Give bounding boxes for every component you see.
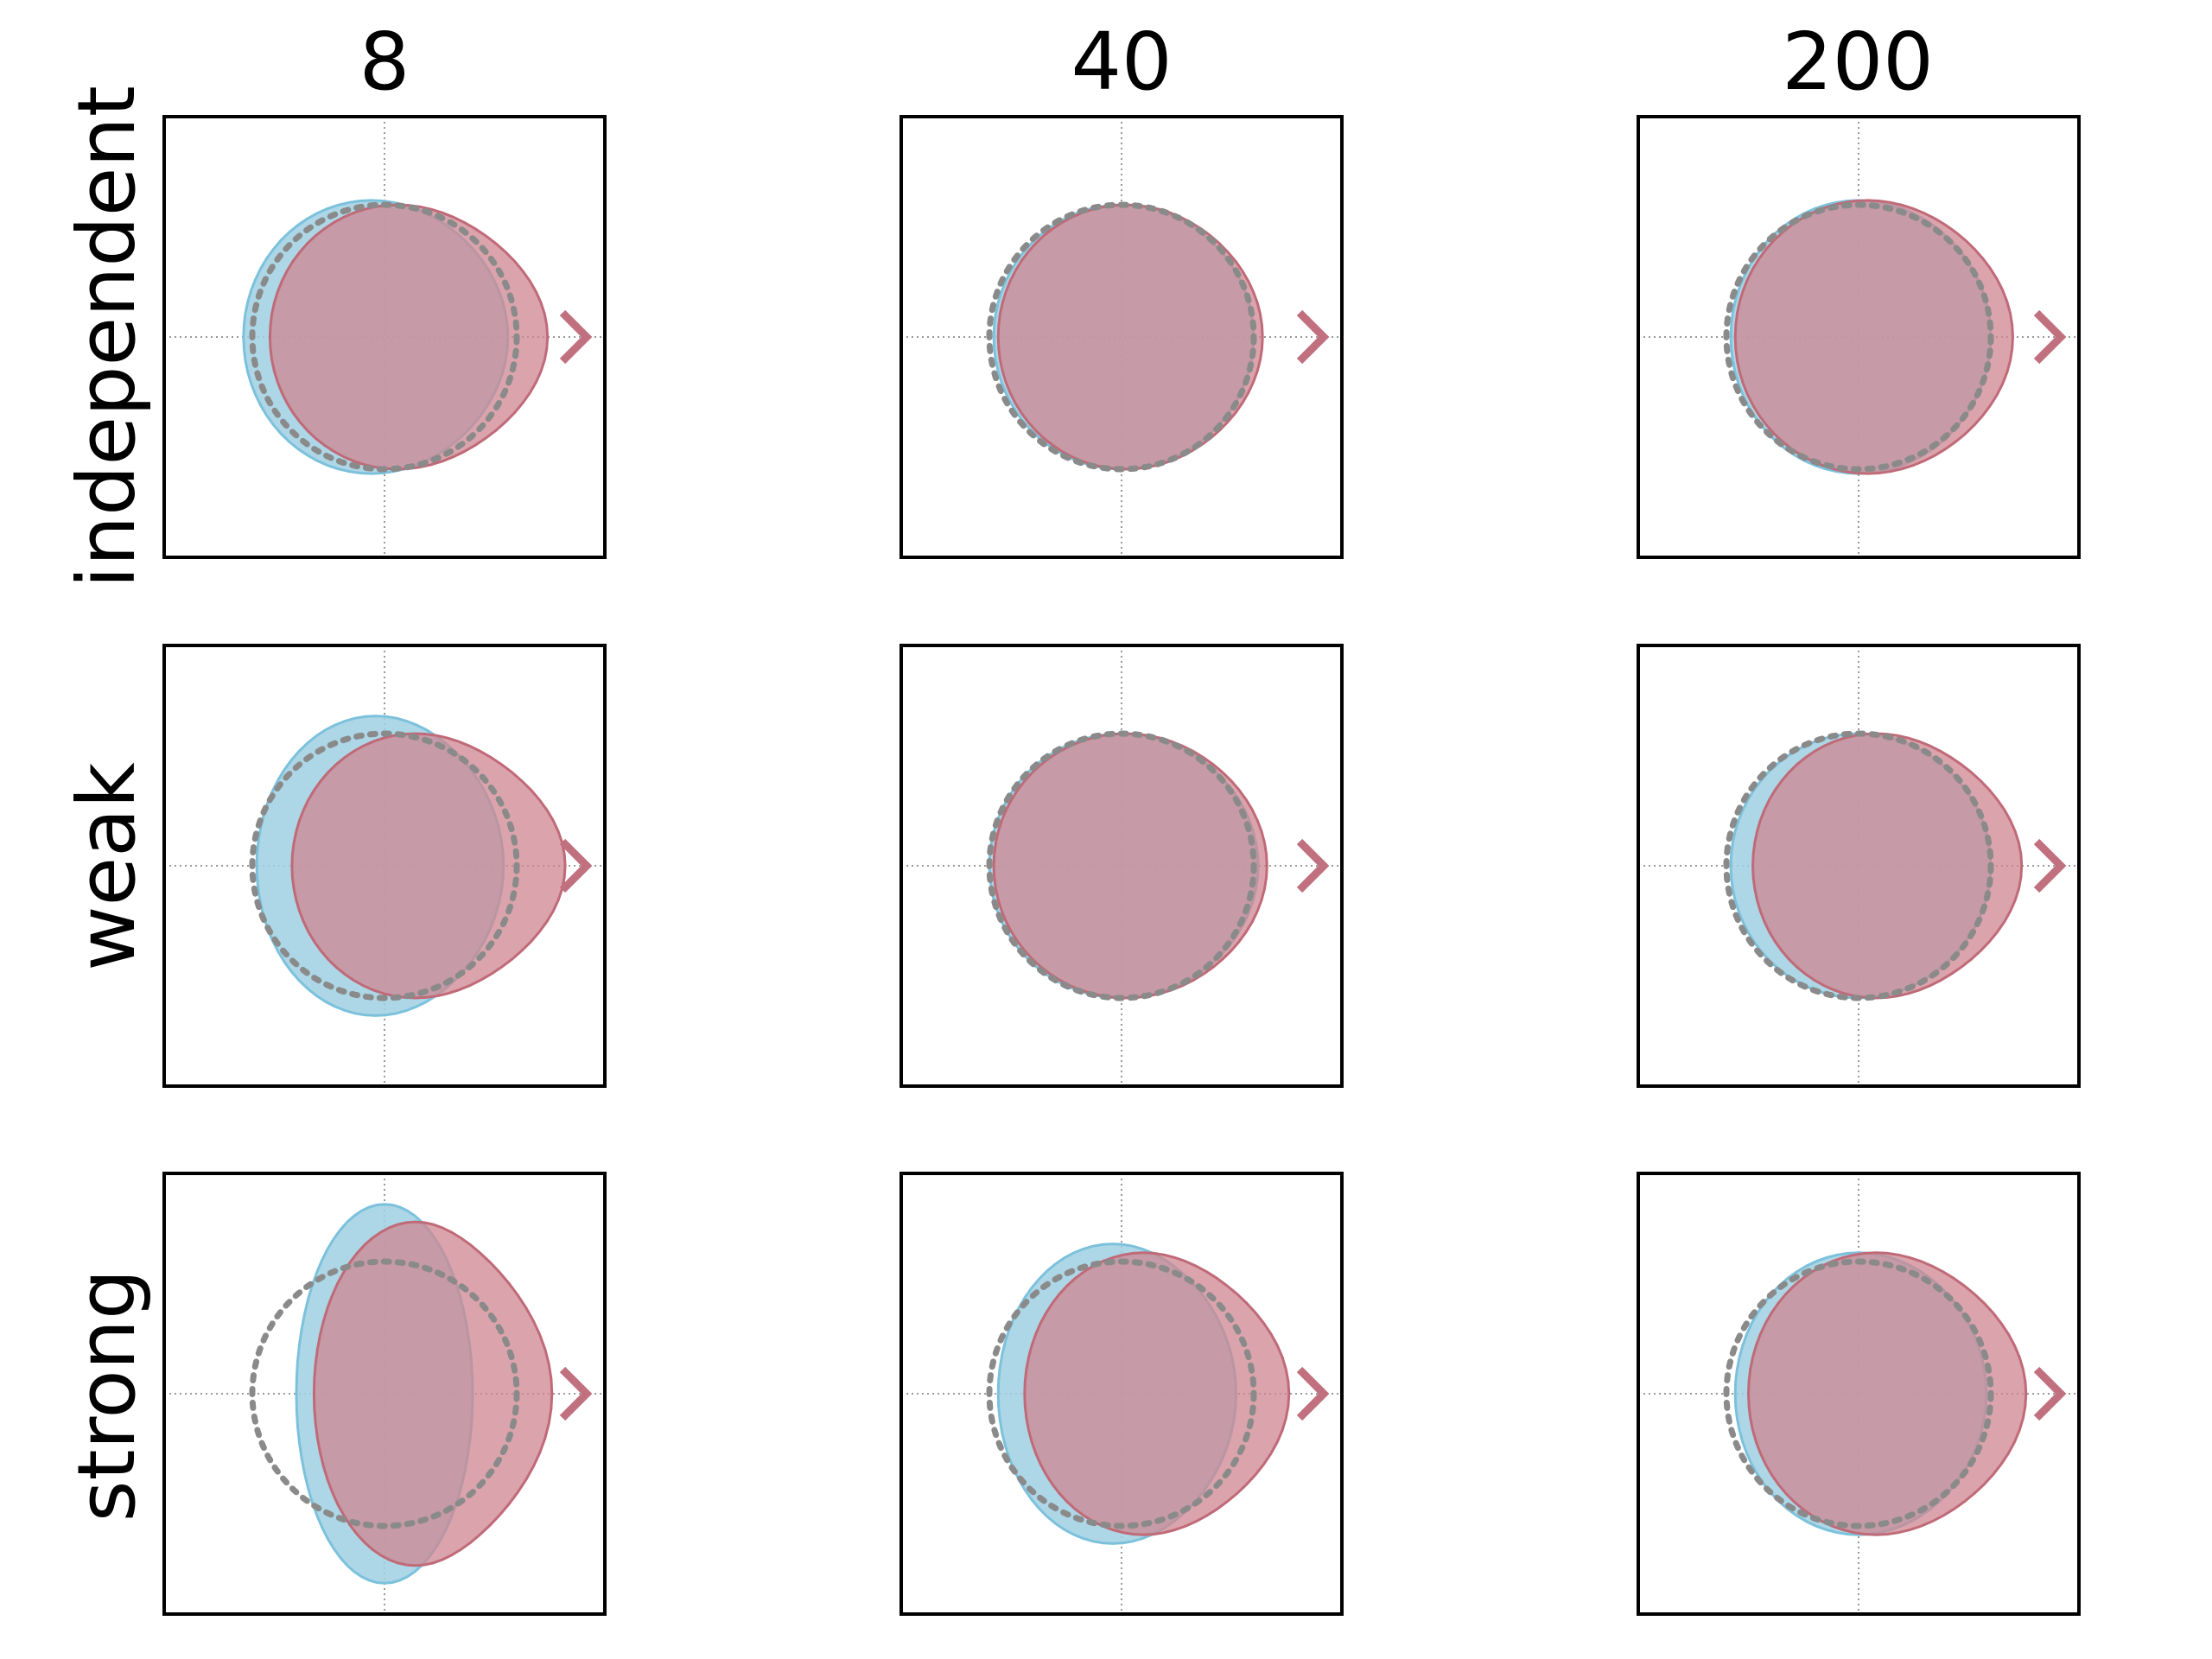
- red-shape-independent-8: [268, 203, 550, 471]
- panel-weak-200: [1637, 644, 2081, 1088]
- reference-circle-independent-200: [1723, 201, 1994, 473]
- arrow-chevron-independent-40: [1296, 309, 1330, 365]
- column-title-8: 8: [359, 16, 410, 108]
- column-title-40: 40: [1071, 16, 1172, 108]
- red-shape-independent-200: [1733, 199, 2015, 475]
- panel-independent-40: [899, 115, 1344, 559]
- arrow-chevron-weak-200: [2033, 838, 2067, 893]
- panel-frame-independent-8: [162, 115, 607, 559]
- panels-group: [162, 115, 2081, 1616]
- panel-strong-200: [1637, 1172, 2081, 1616]
- panel-independent-200: [1637, 115, 2081, 559]
- panel-strong-40: [899, 1172, 1344, 1616]
- arrow-chevron-weak-40: [1296, 838, 1330, 893]
- panel-frame-strong-200: [1637, 1172, 2081, 1616]
- panel-content-independent-40: [901, 117, 1342, 557]
- panel-frame-weak-200: [1637, 644, 2081, 1088]
- red-shape-strong-200: [1746, 1251, 2028, 1536]
- panel-independent-8: [162, 115, 607, 559]
- arrow-chevron-independent-200: [2033, 309, 2067, 365]
- panel-frame-independent-40: [899, 115, 1344, 559]
- panel-content-weak-200: [1638, 645, 2079, 1086]
- panel-frame-independent-200: [1637, 115, 2081, 559]
- reference-circle-strong-8: [249, 1258, 520, 1529]
- panel-content-strong-8: [164, 1173, 605, 1614]
- red-shape-weak-8: [290, 732, 567, 1000]
- panel-frame-weak-40: [899, 644, 1344, 1088]
- panel-frame-weak-8: [162, 644, 607, 1088]
- panel-content-weak-8: [164, 645, 605, 1086]
- reference-circle-weak-8: [249, 730, 520, 1001]
- red-shape-strong-8: [312, 1220, 554, 1567]
- panel-weak-8: [162, 644, 607, 1088]
- panel-content-weak-40: [901, 645, 1342, 1086]
- red-shape-strong-40: [1023, 1251, 1291, 1536]
- panel-content-independent-200: [1638, 117, 2079, 557]
- column-title-200: 200: [1782, 16, 1934, 108]
- panel-weak-40: [899, 644, 1344, 1088]
- red-shape-weak-200: [1751, 732, 2024, 1000]
- red-shape-weak-40: [992, 732, 1268, 1000]
- arrow-chevron-strong-40: [1296, 1366, 1330, 1421]
- row-label-weak: weak: [60, 762, 153, 971]
- panel-frame-strong-40: [899, 1172, 1344, 1616]
- panel-frame-strong-8: [162, 1172, 607, 1616]
- arrow-chevron-weak-8: [559, 838, 593, 893]
- panel-content-strong-40: [901, 1173, 1342, 1614]
- arrow-chevron-strong-8: [559, 1366, 593, 1421]
- row-label-independent: independent: [60, 86, 153, 588]
- reference-circle-independent-8: [249, 201, 520, 473]
- panel-strong-8: [162, 1172, 607, 1616]
- panel-content-independent-8: [164, 117, 605, 557]
- red-shape-independent-40: [996, 203, 1264, 471]
- reference-circle-strong-40: [986, 1258, 1257, 1529]
- arrow-chevron-strong-200: [2033, 1366, 2067, 1421]
- row-label-strong: strong: [60, 1269, 153, 1522]
- reference-circle-independent-40: [986, 201, 1257, 473]
- reference-circle-strong-200: [1723, 1258, 1994, 1529]
- reference-circle-weak-40: [986, 730, 1257, 1001]
- panel-content-strong-200: [1638, 1173, 2079, 1614]
- reference-circle-weak-200: [1723, 730, 1994, 1001]
- arrow-chevron-independent-8: [559, 309, 593, 365]
